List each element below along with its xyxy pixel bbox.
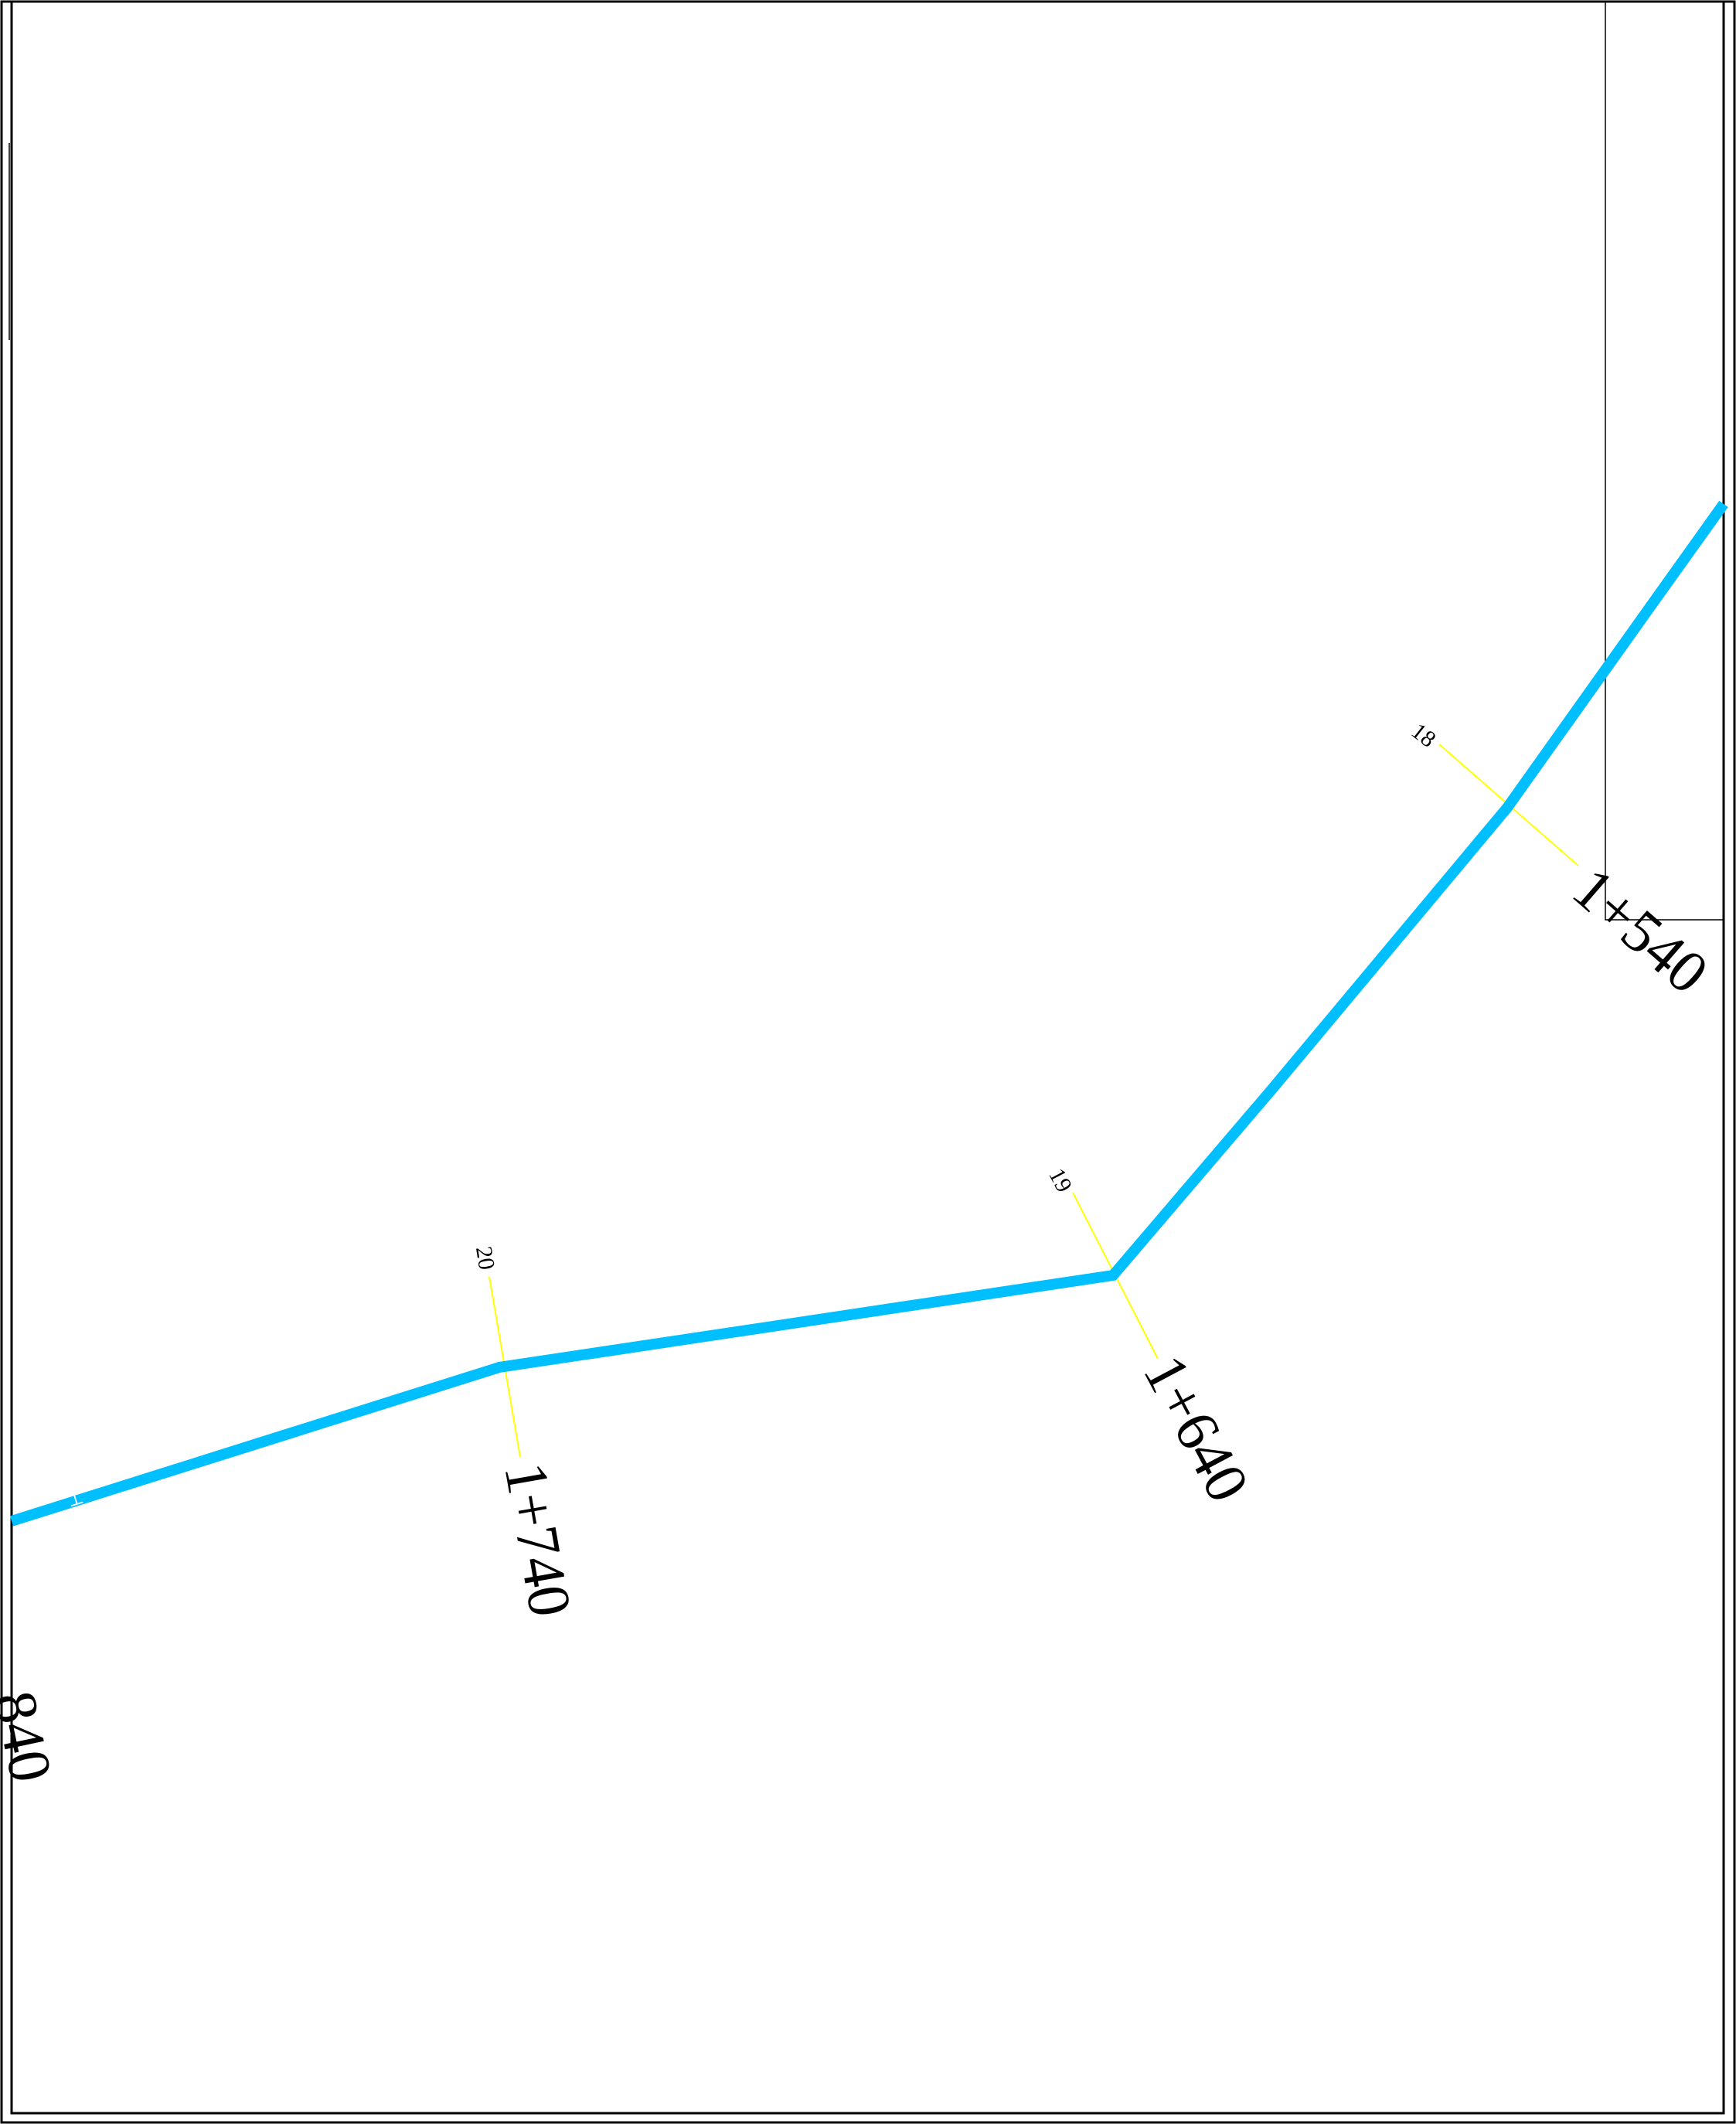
- chainage-label-1740: 1+740: [492, 1458, 584, 1622]
- station-number-20: 20: [471, 1244, 499, 1271]
- inner-frame: [10, 0, 1725, 2115]
- chainage-label-1640: 1+640: [1131, 1344, 1263, 1512]
- inset-box: [1605, 2, 1724, 921]
- station-number-19: 19: [1043, 1164, 1077, 1196]
- chainage-label-1540: 1+540: [1561, 854, 1721, 1006]
- chainage-label-1840: 840: [0, 1685, 66, 1788]
- station-number-18: 18: [1407, 718, 1441, 752]
- alignment-line: [9, 500, 1728, 1527]
